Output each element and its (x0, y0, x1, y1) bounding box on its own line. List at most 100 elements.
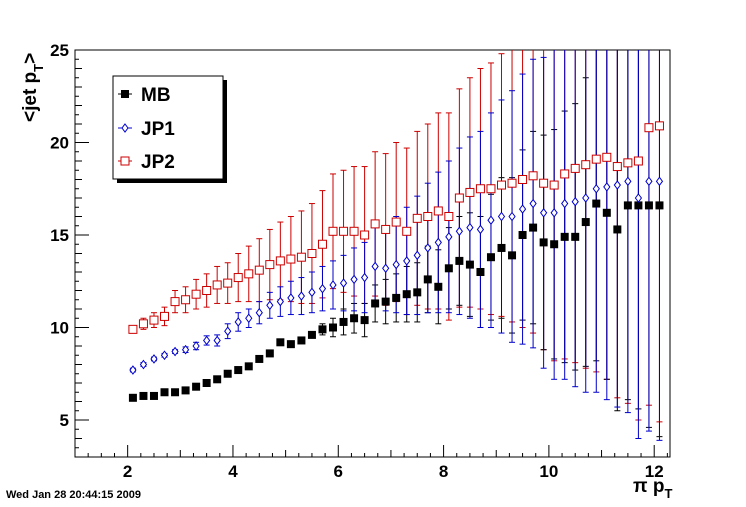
y-tick-label: 25 (50, 41, 69, 60)
mb-point (613, 225, 622, 234)
jp1-point (139, 359, 148, 370)
x-tick-label: 10 (539, 462, 558, 481)
jp2-point (444, 212, 454, 221)
jp2-point (560, 169, 570, 179)
jp2-point (591, 154, 601, 164)
jp1-point (150, 354, 158, 364)
mb-point (255, 354, 264, 363)
jp2-point (296, 252, 306, 262)
x-tick-label: 6 (334, 462, 343, 481)
mb-point (623, 201, 632, 210)
jp2-point (475, 184, 485, 194)
jp1-point (540, 207, 548, 218)
jp1-point (434, 237, 442, 248)
jp2-point (212, 280, 222, 290)
jp2-point (518, 175, 528, 184)
mb-point (529, 223, 538, 232)
mb-point (392, 293, 401, 302)
mb-point (350, 314, 359, 323)
jp2-point (149, 315, 159, 325)
jp2-point (454, 193, 464, 203)
mb-point (465, 260, 474, 269)
jp1-point (413, 250, 421, 261)
mb-point (213, 375, 222, 384)
mb-point (371, 299, 380, 308)
mb-point (455, 256, 464, 265)
mb-point (402, 290, 411, 299)
jp1-point (655, 176, 664, 187)
mb-point (192, 382, 201, 391)
jp2-point (623, 158, 633, 168)
jp2-point (486, 184, 496, 194)
jp2-point (128, 324, 138, 334)
jp2-point (539, 178, 549, 188)
mb-point (497, 243, 506, 252)
mb-point (318, 325, 327, 334)
jp1-point (160, 350, 169, 361)
mb-point (444, 264, 453, 273)
jp1-point (403, 256, 411, 266)
jp1-point (476, 224, 485, 235)
jp2-point (328, 226, 338, 236)
jp2-point (602, 152, 612, 162)
jp1-point (550, 207, 558, 218)
jp1-point (255, 307, 263, 318)
jp2-point (307, 249, 317, 258)
jp1-point (329, 280, 337, 290)
jp2-point (339, 226, 349, 236)
jp2-point (570, 163, 580, 173)
mb-point (276, 338, 285, 347)
jp1-point (308, 287, 316, 298)
jp1-point (561, 198, 569, 209)
jp2-point (465, 187, 475, 197)
mb-point (550, 240, 559, 249)
jp1-point (571, 196, 579, 207)
mb-point (307, 330, 316, 339)
jp2-point (549, 180, 559, 190)
legend-jp1-marker (121, 123, 129, 133)
jp2-point (275, 256, 285, 266)
mb-point (644, 201, 653, 210)
mb-point (381, 297, 390, 306)
y-axis-title: <jet pT> (20, 53, 46, 122)
jp1-point (603, 182, 611, 192)
jp2-point (391, 217, 401, 227)
jp1-point (360, 272, 369, 283)
jp2-point (381, 224, 391, 234)
mb-point (602, 208, 611, 217)
mb-point (592, 199, 601, 208)
mb-point (202, 379, 211, 387)
mb-point (634, 201, 643, 210)
y-tick-label: 20 (50, 134, 69, 153)
mb-point (486, 253, 495, 262)
mb-point (286, 340, 295, 349)
x-tick-label: 8 (439, 462, 448, 481)
jp1-point (392, 259, 400, 270)
timestamp: Wed Jan 28 20:44:15 2009 (6, 489, 141, 501)
jp2-point (528, 171, 538, 181)
legend-entry-mb: MB (118, 85, 171, 106)
jp1-point (487, 215, 495, 226)
mb-point (234, 366, 243, 375)
legend-jp1-label: JP1 (141, 119, 175, 140)
jp1-point (645, 176, 653, 187)
jp2-point (286, 254, 296, 264)
mb-point (128, 393, 137, 402)
jp2-point (507, 178, 517, 188)
legend-shadow-bottom (117, 179, 227, 183)
mb-point (244, 362, 253, 371)
x-tick-label: 12 (645, 462, 664, 481)
mb-point (297, 336, 306, 345)
jp2-point (423, 212, 433, 221)
jp1-point (287, 293, 295, 303)
jp1-point (371, 261, 379, 272)
legend-jp2-label: JP2 (141, 152, 175, 173)
legend-mb-marker (121, 90, 129, 98)
mb-point (329, 323, 338, 332)
jp1-point (224, 326, 232, 337)
jp2-point (254, 265, 264, 275)
jp1-point (318, 283, 327, 294)
mb-point (518, 231, 527, 239)
jp2-point (412, 213, 422, 223)
jp2-point (633, 156, 643, 166)
